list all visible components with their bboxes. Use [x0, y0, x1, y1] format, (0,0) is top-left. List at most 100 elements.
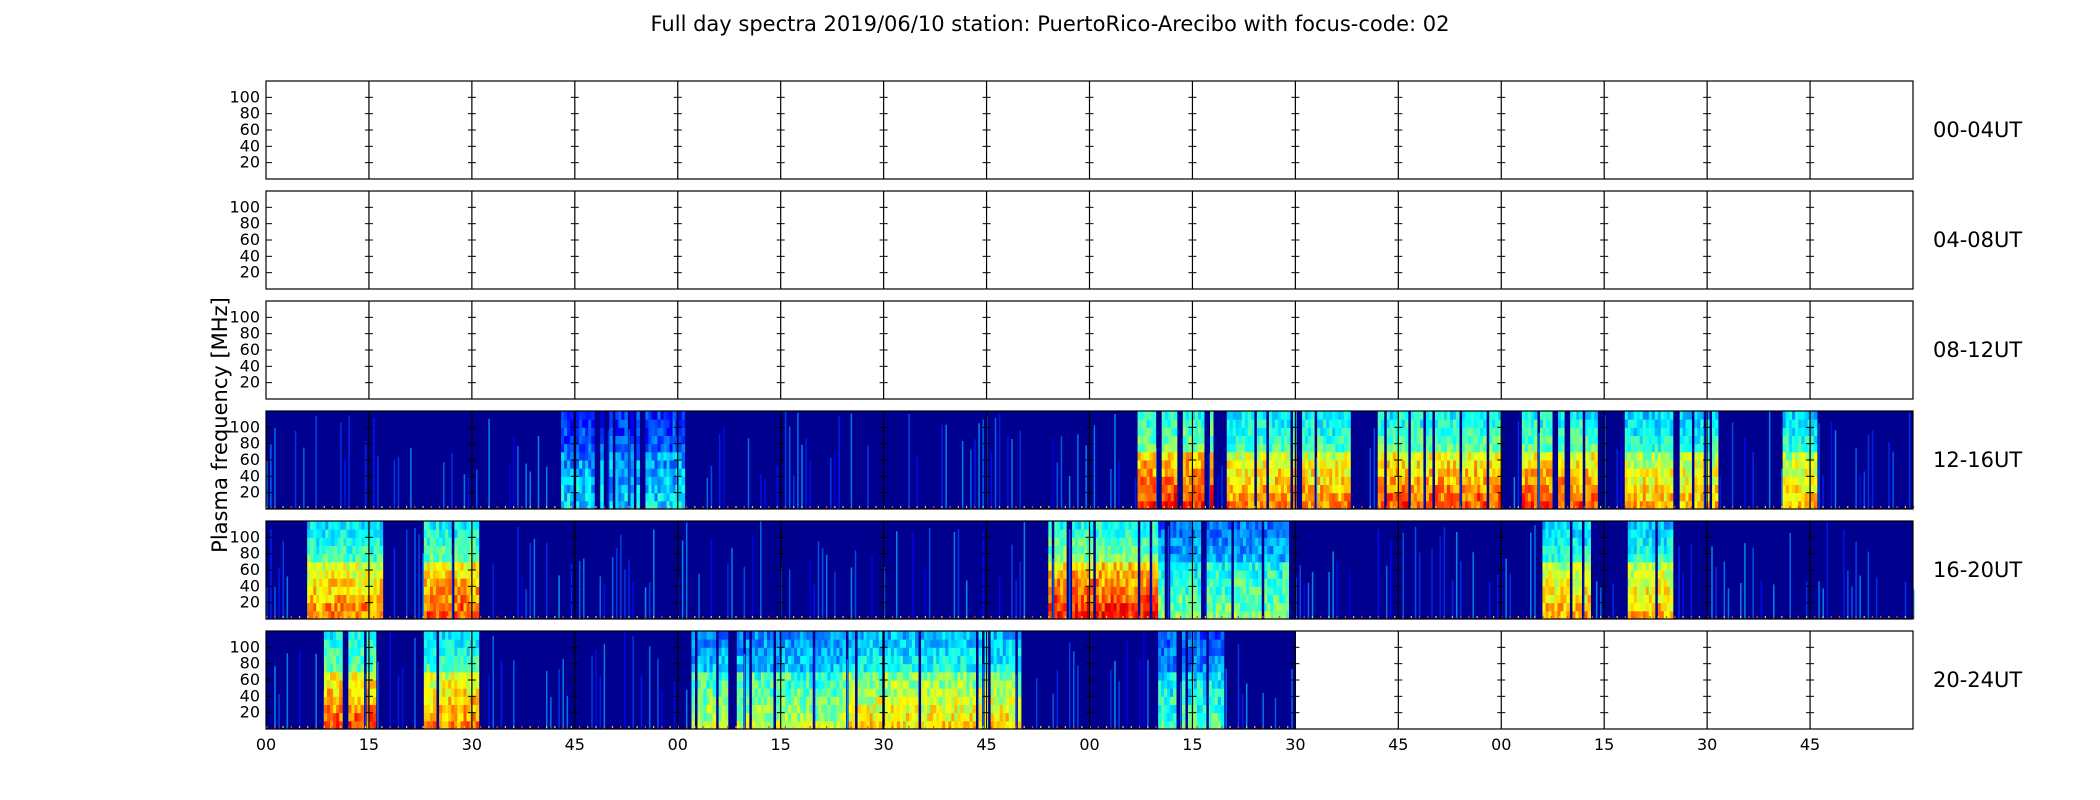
- burst-cell: [426, 578, 431, 587]
- burst-cell: [1229, 443, 1234, 453]
- burst-cell: [307, 561, 311, 571]
- burst-cell: [1080, 610, 1085, 620]
- burst-cell: [1246, 529, 1250, 538]
- data-marker: [1616, 616, 1618, 618]
- data-marker: [1155, 616, 1157, 618]
- burst-cell: [678, 443, 683, 453]
- spectra-streak: [1443, 527, 1446, 619]
- burst-cell: [1714, 492, 1719, 502]
- burst-cell: [1185, 602, 1189, 612]
- burst-cell: [1137, 476, 1142, 485]
- burst-cell: [1167, 484, 1172, 494]
- burst-cell: [1416, 451, 1421, 461]
- burst-cell: [429, 586, 434, 595]
- burst-cell: [1386, 492, 1391, 502]
- burst-cell: [340, 529, 344, 538]
- burst-cell: [463, 586, 468, 595]
- burst-cell: [1191, 427, 1196, 436]
- burst-cell: [1495, 476, 1499, 485]
- burst-cell: [1404, 484, 1409, 494]
- burst-cell: [615, 500, 619, 510]
- burst-cell: [1134, 594, 1138, 604]
- burst-cell: [1146, 476, 1151, 485]
- spectra-streak: [731, 547, 733, 619]
- burst-cell: [364, 521, 369, 530]
- spectra-streak: [895, 531, 898, 619]
- burst-cell: [1398, 500, 1403, 510]
- burst-cell: [1648, 537, 1653, 546]
- burst-cell: [1679, 476, 1684, 485]
- burst-cell: [1697, 451, 1701, 461]
- burst-cell: [1197, 484, 1202, 494]
- burst-cell: [1243, 578, 1247, 587]
- burst-cell: [1377, 435, 1382, 445]
- burst-cell: [361, 578, 366, 587]
- burst-cell: [579, 435, 583, 445]
- burst-cell: [1282, 553, 1286, 563]
- burst-cell: [1428, 484, 1433, 494]
- burst-cell: [1282, 594, 1286, 604]
- burst-cell: [1563, 537, 1567, 546]
- burst-cell: [1560, 570, 1564, 579]
- spectra-streak: [1583, 571, 1586, 619]
- data-marker: [1353, 506, 1355, 508]
- burst-cell: [379, 537, 384, 546]
- burst-cell: [1578, 529, 1582, 538]
- burst-cell: [1377, 484, 1382, 494]
- data-marker: [850, 506, 852, 508]
- data-marker: [1163, 616, 1165, 618]
- burst-cell: [1140, 602, 1144, 612]
- burst-cell: [1642, 561, 1647, 571]
- burst-cell: [1335, 419, 1339, 428]
- data-marker: [1385, 506, 1388, 508]
- burst-cell: [1440, 427, 1445, 436]
- burst-cell: [1235, 500, 1240, 510]
- burst-cell: [1152, 435, 1157, 445]
- burst-cell: [1654, 443, 1659, 453]
- burst-cell: [1660, 419, 1665, 428]
- burst-cell: [591, 460, 595, 469]
- burst-cell: [1236, 610, 1241, 620]
- data-marker: [1567, 616, 1569, 618]
- burst-cell: [1078, 529, 1082, 538]
- burst-cell: [1474, 435, 1478, 445]
- burst-cell: [1483, 435, 1487, 445]
- burst-cell: [1218, 529, 1223, 538]
- burst-cell: [1128, 529, 1132, 538]
- burst-cell: [651, 500, 655, 510]
- burst-cell: [1682, 476, 1687, 485]
- burst-cell: [1682, 500, 1687, 510]
- burst-cell: [1474, 476, 1478, 485]
- burst-cell: [1666, 570, 1671, 579]
- burst-cell: [564, 484, 568, 494]
- data-marker: [1731, 616, 1734, 618]
- burst-cell: [645, 419, 649, 428]
- burst-cell: [426, 594, 431, 604]
- burst-cell: [1585, 460, 1589, 469]
- burst-cell: [648, 435, 652, 445]
- burst-cell: [1694, 411, 1698, 420]
- data-marker: [1558, 616, 1561, 618]
- burst-cell: [1252, 561, 1256, 571]
- burst-cell: [1483, 427, 1487, 436]
- burst-cell: [466, 529, 471, 538]
- burst-cell: [1125, 529, 1129, 538]
- data-marker: [850, 616, 852, 618]
- y-tick-label: 60: [240, 450, 260, 469]
- spectra-streak: [1913, 589, 1915, 619]
- burst-cell: [1212, 594, 1217, 604]
- burst-cell: [1453, 460, 1457, 469]
- burst-cell: [1468, 476, 1472, 485]
- burst-cell: [1642, 460, 1647, 469]
- burst-cell: [1395, 484, 1400, 494]
- burst-cell: [1428, 468, 1433, 477]
- burst-cell: [1239, 586, 1244, 595]
- burst-cell: [1249, 602, 1253, 612]
- burst-cell: [1530, 419, 1535, 428]
- burst-cell: [1395, 492, 1400, 502]
- burst-cell: [1277, 419, 1282, 428]
- burst-cell: [1267, 602, 1271, 612]
- burst-cell: [1795, 427, 1799, 436]
- spectra-streak: [1682, 572, 1684, 619]
- burst-cell: [1083, 521, 1088, 530]
